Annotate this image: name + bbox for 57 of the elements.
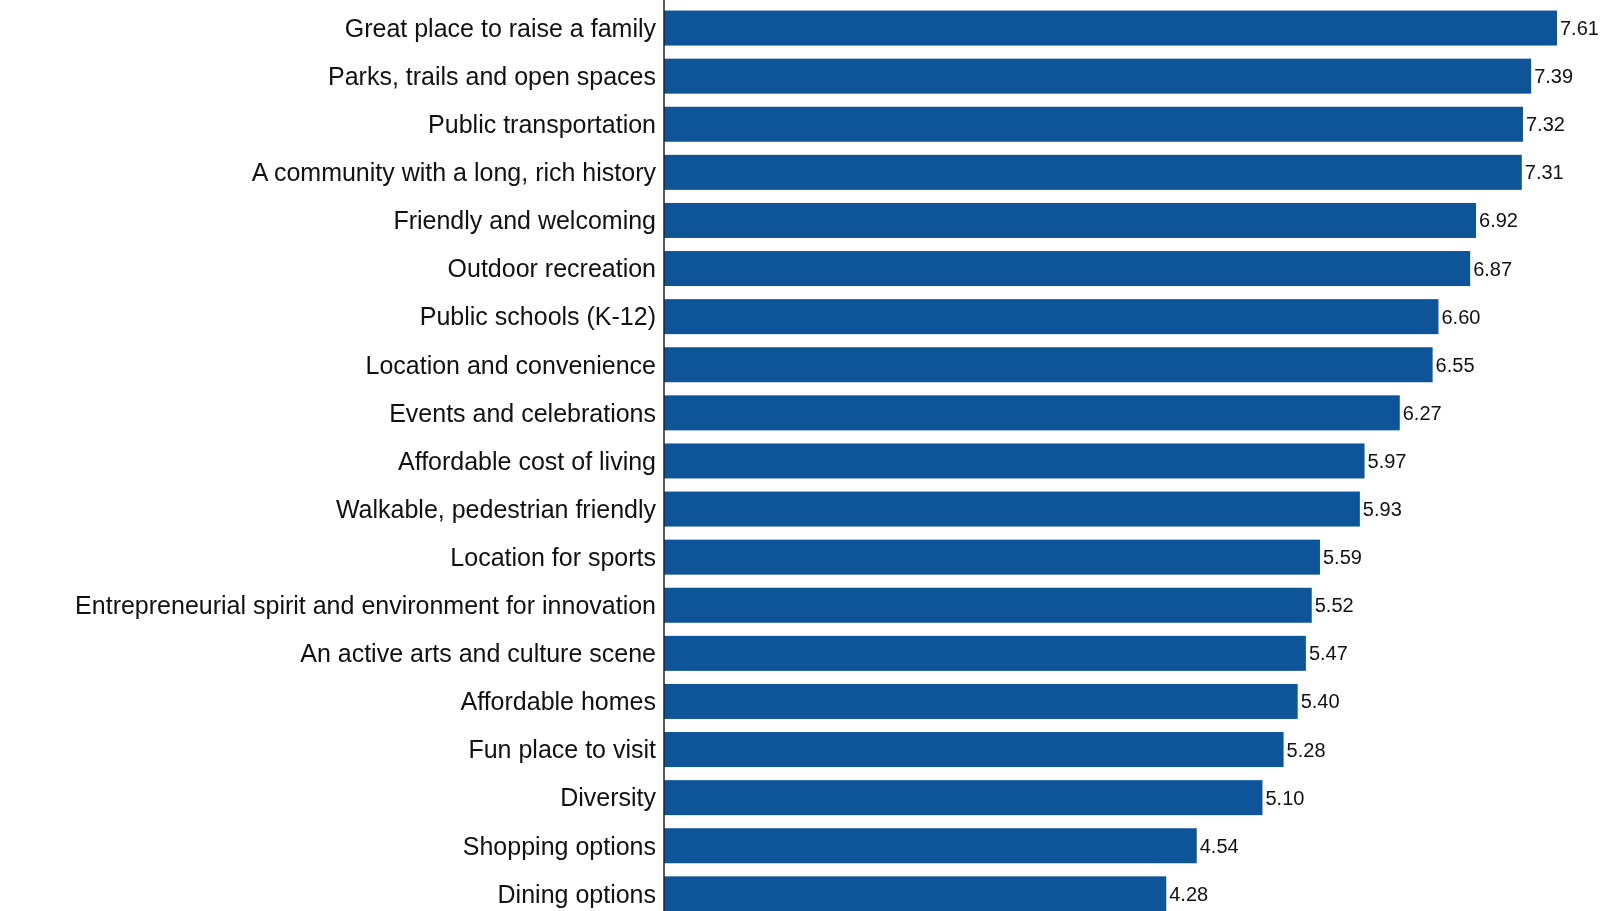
data-label: 5.47 [1308,642,1348,665]
bar [664,202,1477,238]
y-tick-label: An active arts and culture scene [300,639,656,668]
bar [664,683,1298,719]
bar [664,732,1284,768]
y-tick-label: Affordable homes [460,687,656,716]
y-tick-label: Friendly and welcoming [393,206,656,235]
bar [664,635,1306,671]
y-tick-label: Location for sports [450,542,656,571]
bar [664,58,1532,94]
data-label: 4.54 [1199,834,1239,857]
data-label: 6.92 [1479,209,1518,232]
bar [664,395,1400,431]
bar [664,780,1263,816]
bar [664,251,1471,287]
data-label: 5.97 [1367,449,1407,472]
bar [664,10,1557,46]
bar [664,347,1433,383]
y-tick-label: Great place to raise a family [344,13,657,42]
data-label: 5.40 [1300,690,1340,713]
y-tick-label: Dining options [497,879,656,908]
y-tick-label: Walkable, pedestrian friendly [335,494,657,523]
data-label: 7.31 [1524,161,1564,184]
y-tick-label: Diversity [560,783,657,812]
y-tick-label: Outdoor recreation [447,254,656,283]
data-label: 7.32 [1525,113,1565,136]
y-tick-label: A community with a long, rich history [251,158,657,187]
data-label: 6.60 [1441,305,1481,328]
data-label: 5.59 [1322,546,1362,569]
data-label: 6.87 [1473,257,1513,280]
bar [664,539,1320,575]
y-tick-label: Affordable cost of living [397,446,656,475]
data-label: 5.93 [1362,498,1402,521]
y-tick-label: Shopping options [462,831,656,860]
bar [664,587,1312,623]
y-tick-label: Events and celebrations [389,398,656,427]
data-label: 5.10 [1265,786,1305,809]
data-label: 5.52 [1314,594,1354,617]
data-label: 4.28 [1169,882,1209,905]
bar [664,876,1167,911]
bar [664,443,1365,479]
data-label: 7.39 [1534,65,1574,88]
y-tick-label: Entrepreneurial spirit and environment for innovation [75,591,656,619]
bar [664,491,1360,527]
bar [664,154,1522,190]
y-tick-label: Location and convenience [365,350,656,379]
data-label: 5.28 [1286,738,1326,761]
bar [664,299,1439,335]
y-tick-label: Fun place to visit [468,735,657,764]
data-label: 6.55 [1435,353,1475,376]
data-label: 7.61 [1560,17,1599,40]
y-tick-label: Public schools (K-12) [419,302,656,331]
bar [664,828,1197,864]
y-tick-label: Public transportation [428,110,656,138]
y-tick-label: Parks, trails and open spaces [328,61,656,90]
data-label: 6.27 [1402,401,1442,424]
bar [664,106,1523,142]
